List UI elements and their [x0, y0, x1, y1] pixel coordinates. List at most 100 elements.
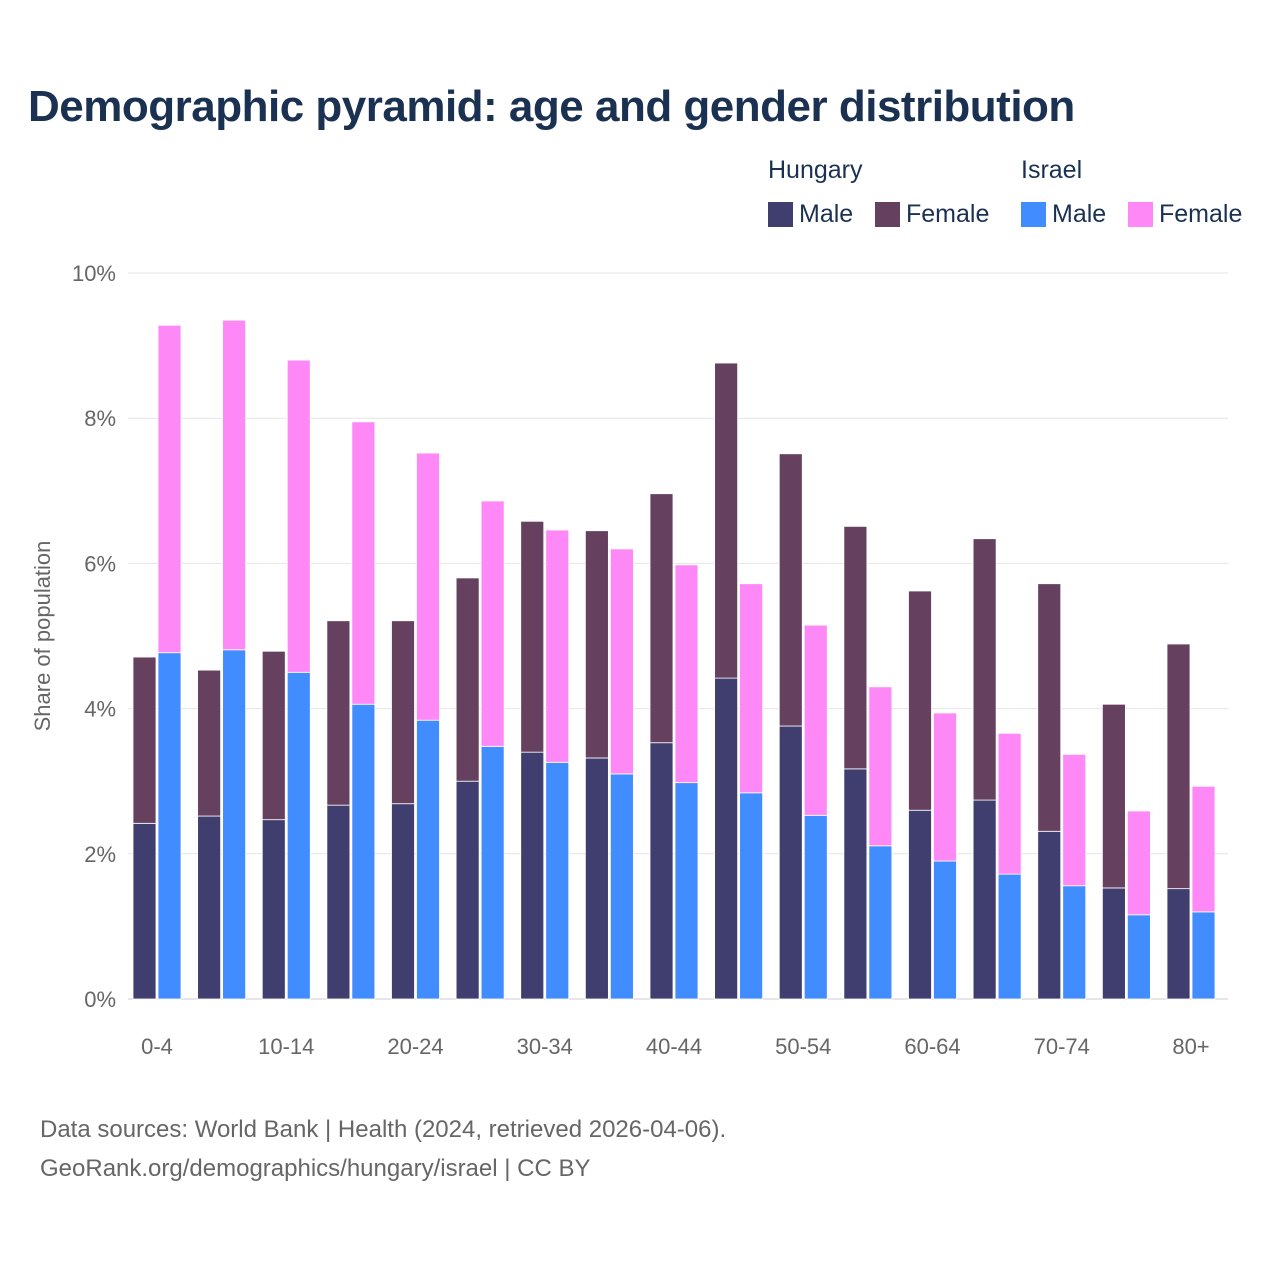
- bar-israel-male: 0-4 Israel Male: 4.77%: [157, 652, 182, 1000]
- bar-hungary-female: 35-39 Hungary Female: 3.13%: [584, 530, 609, 759]
- bar-israel-female: 0-4 Israel Female: 4.51%: [157, 324, 182, 654]
- bar-israel-male: 75-79 Israel Male: 1.16%: [1126, 914, 1151, 1000]
- bar-hungary-female: 75-79 Hungary Female: 2.53%: [1101, 703, 1126, 889]
- bar-hungary-male: 75-79 Hungary Male: 1.53%: [1101, 887, 1126, 1000]
- bar-israel-female: 50-54 Israel Female: 2.62%: [803, 624, 828, 816]
- bar-hungary-female: 0-4 Hungary Female: 2.29%: [132, 656, 157, 824]
- bar-israel-female: 5-9 Israel Female: 4.54%: [222, 319, 247, 651]
- legend-label: Female: [906, 200, 990, 228]
- bar-israel-female: 75-79 Israel Female: 1.43%: [1126, 810, 1151, 916]
- bar-hungary-male: 20-24 Hungary Male: 2.69%: [391, 803, 415, 1000]
- x-tick-label: 70-74: [1034, 1034, 1090, 1059]
- bar-hungary-male: 80+ Hungary Male: 1.52%: [1166, 888, 1191, 1000]
- bar-israel-female: 60-64 Israel Female: 2.04%: [933, 712, 957, 862]
- bar-israel-male: 70-74 Israel Male: 1.56%: [1062, 885, 1087, 1000]
- bar-israel-female: 80+ Israel Female: 1.73%: [1191, 785, 1216, 913]
- bar-hungary-male: 70-74 Hungary Male: 2.31%: [1037, 830, 1062, 1000]
- bar-hungary-female: 15-19 Hungary Female: 2.54%: [326, 620, 351, 806]
- legend-swatch: [1128, 202, 1153, 227]
- bar-hungary-male: 10-14 Hungary Male: 2.47%: [261, 819, 286, 1000]
- bar-hungary-male: 15-19 Hungary Male: 2.67%: [326, 804, 351, 1000]
- bar-hungary-male: 50-54 Hungary Male: 3.76%: [778, 725, 803, 1000]
- bar-hungary-female: 30-34 Hungary Female: 3.18%: [520, 520, 545, 753]
- bar-hungary-male: 5-9 Hungary Male: 2.52%: [197, 815, 222, 1000]
- bar-hungary-female: 65-69 Hungary Female: 3.6%: [972, 538, 997, 801]
- bar-israel-male: 65-69 Israel Male: 1.72%: [997, 873, 1022, 1000]
- bar-israel-male: 45-49 Israel Male: 2.84%: [739, 792, 764, 1000]
- x-tick-label: 60-64: [904, 1034, 960, 1059]
- bar-hungary-female: 55-59 Hungary Female: 3.34%: [843, 525, 868, 770]
- bar-hungary-female: 5-9 Hungary Female: 2.01%: [197, 669, 222, 817]
- bar-israel-female: 40-44 Israel Female: 3%: [674, 564, 699, 784]
- bar-hungary-female: 40-44 Hungary Female: 3.43%: [649, 493, 674, 744]
- legend-israel-male[interactable]: Male: [1021, 200, 1106, 229]
- y-axis-title: Share of population: [30, 541, 55, 732]
- x-tick-label: 10-14: [258, 1034, 314, 1059]
- bar-hungary-female: 10-14 Hungary Female: 2.32%: [261, 650, 286, 821]
- bar-hungary-female: 20-24 Hungary Female: 2.52%: [391, 620, 415, 805]
- bar-hungary-male: 35-39 Hungary Male: 3.32%: [584, 757, 609, 1000]
- bar-hungary-male: 60-64 Hungary Male: 2.6%: [908, 809, 932, 1000]
- bar-hungary-female: 50-54 Hungary Female: 3.75%: [778, 453, 803, 727]
- bar-hungary-male: 0-4 Hungary Male: 2.42%: [132, 822, 157, 1000]
- bar-israel-male: 60-64 Israel Male: 1.9%: [933, 860, 957, 1000]
- x-tick-label: 0-4: [141, 1034, 173, 1059]
- legend-label: Male: [1052, 200, 1107, 228]
- bar-hungary-male: 65-69 Hungary Male: 2.74%: [972, 799, 997, 1000]
- legend-group-hungary: Hungary: [768, 156, 863, 184]
- bar-hungary-female: 60-64 Hungary Female: 3.02%: [908, 590, 932, 811]
- bar-israel-female: 45-49 Israel Female: 2.88%: [739, 583, 764, 794]
- bar-israel-male: 30-34 Israel Male: 3.26%: [545, 761, 570, 1000]
- bar-israel-male: 50-54 Israel Male: 2.53%: [803, 814, 828, 1000]
- bar-hungary-male: 45-49 Hungary Male: 4.42%: [714, 677, 739, 1000]
- legend-swatch: [768, 202, 793, 227]
- y-tick-label: 2%: [84, 842, 116, 867]
- legend-hungary-female[interactable]: Female: [875, 200, 989, 229]
- legend-group-israel: Israel: [1021, 156, 1083, 184]
- bar-israel-male: 35-39 Israel Male: 3.1%: [609, 773, 634, 1000]
- y-tick-label: 8%: [84, 406, 116, 431]
- y-tick-label: 0%: [84, 987, 116, 1012]
- x-tick-label: 30-34: [517, 1034, 573, 1059]
- bar-israel-male: 10-14 Israel Male: 4.5%: [286, 671, 311, 1000]
- x-tick-label: 40-44: [646, 1034, 702, 1059]
- bar-israel-female: 15-19 Israel Female: 3.89%: [351, 421, 376, 705]
- bar-israel-male: 80+ Israel Male: 1.2%: [1191, 911, 1216, 1000]
- bar-israel-female: 10-14 Israel Female: 4.3%: [286, 359, 311, 673]
- y-tick-label: 4%: [84, 697, 116, 722]
- y-tick-label: 10%: [72, 261, 116, 286]
- footer-sources: Data sources: World Bank | Health (2024,…: [40, 1116, 727, 1143]
- bar-hungary-female: 70-74 Hungary Female: 3.41%: [1037, 583, 1062, 832]
- bar-israel-female: 55-59 Israel Female: 2.19%: [868, 686, 893, 847]
- chart-title: Demographic pyramid: age and gender dist…: [28, 82, 1075, 131]
- bar-hungary-female: 25-29 Hungary Female: 2.8%: [455, 577, 480, 782]
- bar-israel-female: 30-34 Israel Female: 3.2%: [545, 529, 570, 763]
- bar-hungary-male: 40-44 Hungary Male: 3.53%: [649, 742, 674, 1000]
- legend-israel-female[interactable]: Female: [1128, 200, 1242, 229]
- bar-israel-male: 5-9 Israel Male: 4.81%: [222, 649, 247, 1000]
- bar-hungary-male: 25-29 Hungary Male: 3%: [455, 780, 480, 1000]
- x-tick-label: 20-24: [387, 1034, 443, 1059]
- bar-israel-male: 15-19 Israel Male: 4.06%: [351, 703, 376, 1000]
- footer-link[interactable]: GeoRank.org/demographics/hungary/israel …: [40, 1155, 591, 1182]
- bar-israel-male: 55-59 Israel Male: 2.11%: [868, 845, 893, 1000]
- bar-hungary-male: 30-34 Hungary Male: 3.4%: [520, 751, 545, 1000]
- bar-israel-female: 25-29 Israel Female: 3.38%: [480, 500, 505, 747]
- bar-israel-female: 65-69 Israel Female: 1.94%: [997, 732, 1022, 875]
- bar-israel-male: 40-44 Israel Male: 2.98%: [674, 782, 699, 1000]
- legend-label: Male: [799, 200, 854, 228]
- legend-swatch: [1021, 202, 1046, 227]
- bar-hungary-female: 45-49 Hungary Female: 4.34%: [714, 362, 739, 679]
- legend-hungary-male[interactable]: Male: [768, 200, 853, 229]
- bar-israel-female: 35-39 Israel Female: 3.1%: [609, 548, 634, 775]
- legend-swatch: [875, 202, 900, 227]
- bar-israel-male: 25-29 Israel Male: 3.48%: [480, 745, 505, 1000]
- bar-israel-female: 20-24 Israel Female: 3.68%: [416, 452, 440, 721]
- y-tick-label: 6%: [84, 551, 116, 576]
- bar-hungary-female: 80+ Hungary Female: 3.37%: [1166, 643, 1191, 890]
- bar-israel-female: 70-74 Israel Female: 1.81%: [1062, 753, 1087, 887]
- x-tick-label: 50-54: [775, 1034, 831, 1059]
- x-tick-label: 80+: [1172, 1034, 1209, 1059]
- legend-label: Female: [1159, 200, 1243, 228]
